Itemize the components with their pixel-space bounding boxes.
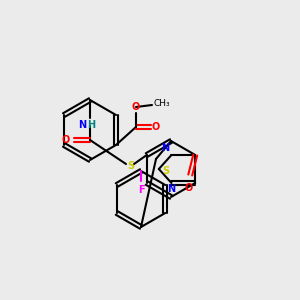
Text: S: S: [162, 166, 169, 176]
Text: O: O: [152, 122, 160, 132]
Text: CH₃: CH₃: [154, 100, 171, 109]
Text: F: F: [138, 185, 144, 195]
Text: N: N: [161, 143, 169, 153]
Text: N: N: [167, 184, 175, 194]
Text: O: O: [62, 135, 70, 145]
Text: S: S: [127, 161, 134, 171]
Text: H: H: [87, 120, 95, 130]
Text: N: N: [78, 120, 86, 130]
Text: O: O: [184, 183, 192, 193]
Text: O: O: [132, 102, 140, 112]
